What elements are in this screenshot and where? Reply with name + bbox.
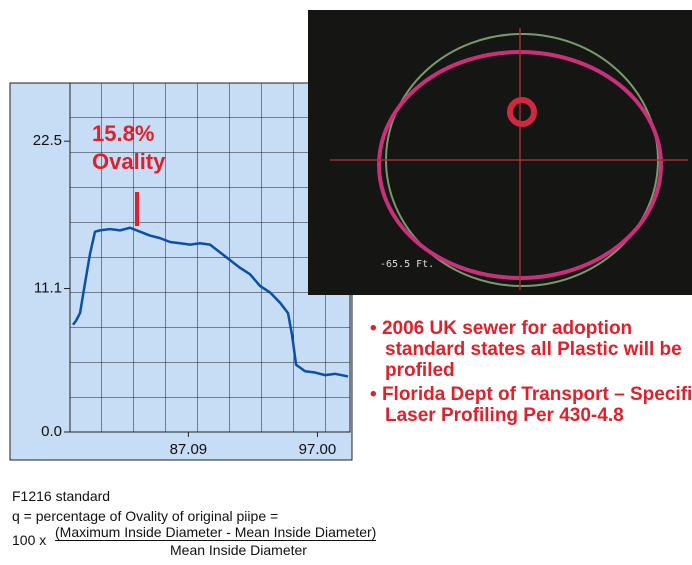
bullet-text: 2006 UK sewer for adoption standard stat… bbox=[382, 318, 682, 381]
bullet: • Florida Dept of Transport – Specifies … bbox=[370, 384, 692, 426]
bullet: • 2006 UK sewer for adoption standard st… bbox=[370, 318, 692, 381]
annotation: 15.8% bbox=[92, 121, 154, 146]
page: 0.0 11.1 22.5 87.09 97.00 -65.5 Ft. 15.8% Ov… bbox=[0, 0, 692, 565]
formula-denominator: Mean Inside Diameter bbox=[170, 542, 307, 558]
formula-factor: 100 x bbox=[12, 532, 46, 548]
formula-numerator: (Maximum Inside Diameter - Mean Inside D… bbox=[55, 524, 376, 541]
formula-definition: q = percentage of Ovality of original pi… bbox=[12, 508, 278, 524]
formula-caption: F1216 standard bbox=[12, 488, 110, 504]
x-tick-label: 87.09 bbox=[170, 441, 208, 458]
y-tick-label: 11.1 bbox=[34, 279, 62, 296]
photo: -65.5 Ft. bbox=[308, 10, 692, 295]
x-tick-label: 97.00 bbox=[299, 441, 337, 458]
bullet-text: Florida Dept of Transport – Specifies La… bbox=[382, 384, 692, 426]
photo-label: -65.5 Ft. bbox=[380, 259, 434, 270]
y-tick-label: 0.0 bbox=[41, 423, 62, 440]
chart: 0.0 11.1 22.5 87.09 97.00 -65.5 Ft. 15.8% Ov… bbox=[0, 0, 692, 565]
y-tick-label: 22.5 bbox=[33, 132, 62, 149]
annotation: Ovality bbox=[92, 149, 166, 174]
